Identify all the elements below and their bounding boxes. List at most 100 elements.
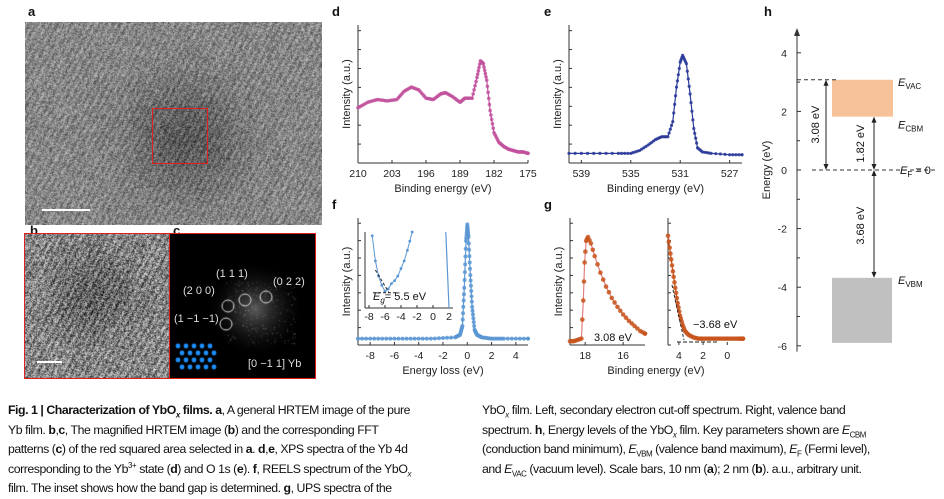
x-tick-label: 175 — [519, 168, 537, 180]
data-point — [461, 304, 466, 309]
caption-run: d — [170, 461, 178, 476]
caption-line: corresponding to the Yb3+ state (d) and … — [8, 460, 478, 480]
fft-spot-label-200: (2 0 0) — [183, 285, 215, 297]
x-tick-label: 196 — [417, 168, 435, 180]
data-point — [462, 285, 467, 290]
data-point — [623, 151, 627, 155]
data-point — [694, 136, 698, 140]
data-point — [470, 304, 475, 309]
label-e-vac: EVAC — [898, 77, 921, 91]
inset-data-point — [406, 248, 409, 252]
inset-elastic-peak-edge — [445, 231, 450, 309]
data-point — [673, 94, 678, 98]
data-point — [669, 123, 674, 127]
caption-run: Yb film. — [8, 422, 49, 437]
caption-run: d — [258, 442, 266, 457]
inset-data-point — [374, 259, 377, 263]
data-point — [470, 312, 475, 317]
data-point — [487, 102, 492, 107]
data-point — [677, 66, 681, 71]
data-point — [424, 336, 429, 341]
data-point — [396, 336, 401, 341]
data-point — [590, 247, 596, 253]
y-tick-label: -6 — [778, 341, 787, 353]
data-point — [416, 336, 421, 341]
caption-run: , A general HRTEM image of the pure — [221, 403, 411, 417]
caption-run: VAC — [511, 469, 527, 479]
caption-run: 3+ — [128, 460, 137, 470]
data-point — [675, 79, 680, 83]
arrow-value-label: 3.08 eV — [810, 105, 822, 144]
y-tick-label: 0 — [781, 165, 787, 177]
data-point — [404, 336, 409, 341]
data-point — [489, 117, 494, 122]
inset-series-line — [371, 231, 413, 293]
data-point — [490, 122, 495, 126]
fft-pattern-c — [169, 233, 316, 379]
conduction-band-box — [832, 79, 893, 117]
data-point — [567, 151, 571, 155]
caption-run: E — [789, 442, 798, 457]
vbm-fit-line — [671, 284, 685, 341]
data-point — [723, 152, 727, 156]
data-point — [666, 135, 670, 139]
arrow-value-label: 3.68 eV — [855, 206, 867, 245]
caption-run: b — [48, 422, 56, 437]
data-point — [509, 336, 514, 341]
data-point — [466, 241, 471, 246]
data-point — [642, 331, 648, 336]
caption-run: VBM — [636, 449, 653, 459]
caption-run: x — [175, 410, 180, 420]
inset-x-tick-label: -6 — [380, 311, 389, 323]
band-gap-annotation: Eg= 5.5 eV — [373, 291, 427, 305]
data-point — [470, 96, 474, 100]
data-point — [692, 126, 696, 131]
caption-run: and — [482, 461, 505, 476]
caption-run: F — [797, 449, 802, 459]
data-point — [482, 68, 487, 73]
data-point — [505, 336, 510, 341]
data-point — [674, 85, 679, 89]
caption-run: Fig. 1 | Characterization of YbO — [8, 403, 176, 417]
data-point — [595, 262, 600, 267]
panel-label-c: c — [173, 223, 181, 238]
data-point — [467, 254, 472, 259]
data-point — [463, 254, 468, 259]
data-point — [356, 336, 360, 341]
data-point — [686, 77, 690, 81]
data-point — [598, 270, 603, 275]
data-point — [718, 152, 722, 156]
caption-run: film. Key parameters shown are — [676, 422, 842, 437]
caption-run: spectrum. — [482, 422, 535, 437]
arrowhead-icon — [823, 164, 829, 170]
data-point — [468, 283, 473, 288]
data-point — [672, 285, 678, 291]
data-point — [472, 323, 477, 328]
data-point — [449, 335, 454, 340]
data-point — [690, 109, 694, 113]
caption-run: (vacuum level). Scale bars, 10 nm ( — [526, 461, 708, 476]
caption-run: c — [55, 442, 62, 457]
x-tick-label: 535 — [622, 168, 640, 180]
y-axis-label: Energy (eV) — [761, 141, 773, 200]
data-point — [734, 153, 738, 157]
panel-label-g: g — [544, 197, 552, 212]
x-tick-label: 527 — [721, 168, 739, 180]
data-point — [475, 72, 480, 76]
caption-run: , UPS spectra of the — [290, 481, 392, 496]
data-point — [714, 152, 718, 156]
x-tick-label: 0 — [464, 350, 470, 362]
data-point — [467, 247, 472, 252]
caption-run: a — [245, 442, 253, 457]
data-point — [471, 92, 475, 96]
data-point — [513, 336, 518, 341]
data-point — [474, 79, 478, 84]
arrowhead-icon — [871, 271, 877, 278]
caption-run: (valence band maximum), — [652, 442, 790, 457]
inset-data-point — [396, 274, 400, 278]
caption-run: ) of the red squared area selected in — [61, 442, 246, 457]
caption-line: and EVAC (vacuum level). Scale bars, 10 … — [482, 460, 942, 480]
data-point — [604, 151, 608, 155]
data-point — [460, 317, 465, 322]
